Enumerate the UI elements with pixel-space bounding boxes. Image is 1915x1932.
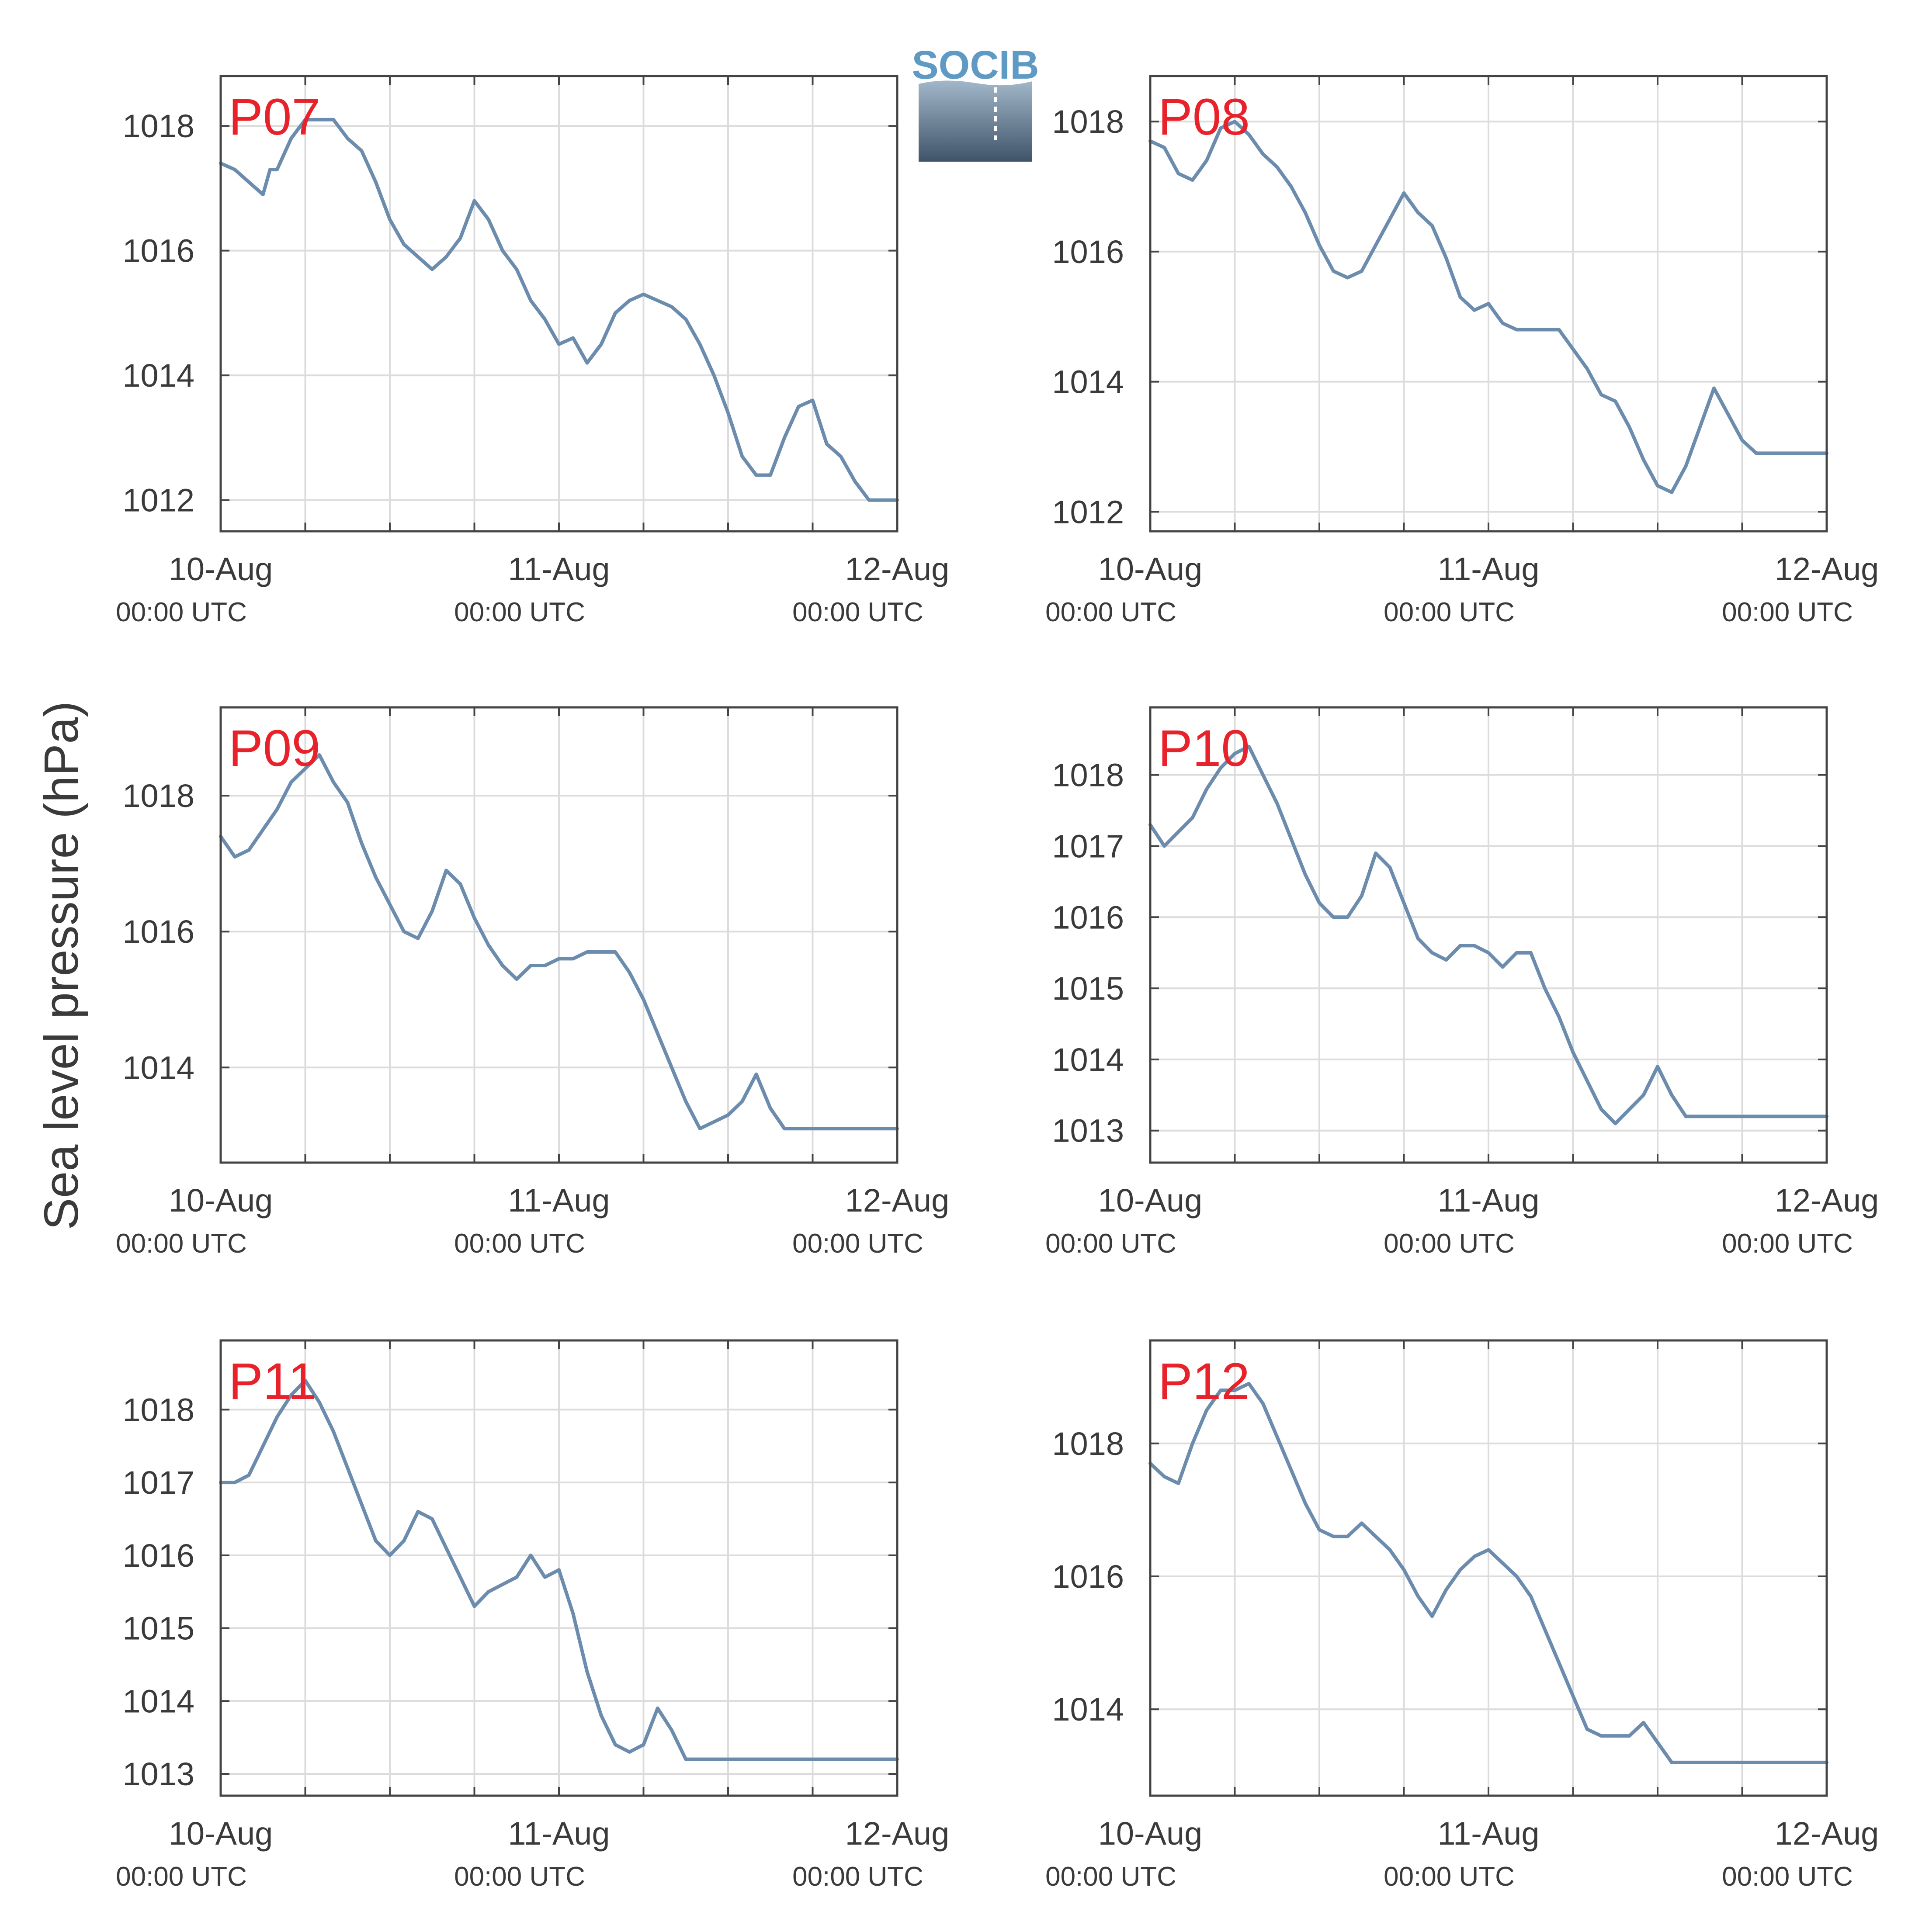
x-tick-sublabel: 00:00 UTC [454,597,585,627]
x-tick-label: 12-Aug [1775,1182,1879,1219]
panel-label: P07 [229,88,320,146]
x-tick-label: 11-Aug [1437,1815,1539,1852]
y-tick-label: 1018 [1052,104,1124,140]
x-tick-label: 11-Aug [1437,551,1539,587]
y-tick-label: 1016 [1052,234,1124,270]
data-series-line [219,753,899,1131]
logo-text: SOCIB [912,43,1039,87]
chart-panel-p07: 1012 1014 1016 1018 10-Aug 00:00 UTC 11-Aug 00:… [116,75,950,627]
y-axis-label: Sea level pressure (hPa) [35,701,88,1230]
x-tick-sublabel: 00:00 UTC [1384,1862,1515,1892]
panel-label: P08 [1158,88,1250,146]
y-tick-label: 1015 [122,1610,194,1647]
plot-frame [1149,75,1828,533]
x-tick-sublabel: 00:00 UTC [792,597,923,627]
data-series-line [219,1378,899,1761]
y-tick-label: 1014 [1052,1042,1124,1078]
y-tick-label: 1016 [122,914,194,950]
plot-frame [219,1339,899,1797]
x-tick-label: 10-Aug [1098,1815,1203,1852]
chart-panel-p08: 1012 1014 1016 1018 10-Aug 00:00 UTC 11-Aug 00:… [1045,75,1879,627]
data-series-line [219,118,899,502]
x-tick-label: 12-Aug [845,1815,950,1852]
y-tick-label: 1012 [122,482,194,519]
y-tick-label: 1018 [122,108,194,144]
y-tick-label: 1014 [1052,364,1124,400]
x-tick-sublabel: 00:00 UTC [1045,1862,1176,1892]
x-tick-sublabel: 00:00 UTC [1722,1862,1853,1892]
panel-label: P11 [229,1353,316,1410]
x-tick-sublabel: 00:00 UTC [1045,1229,1176,1259]
y-tick-label: 1016 [122,1537,194,1574]
y-tick-label: 1017 [1052,828,1124,864]
x-tick-label: 12-Aug [1775,1815,1879,1852]
plot-frame [1149,706,1828,1164]
data-series-line [1148,120,1828,494]
x-tick-label: 11-Aug [508,1182,610,1219]
y-tick-label: 1014 [122,1683,194,1719]
x-tick-sublabel: 00:00 UTC [116,1862,247,1892]
x-tick-sublabel: 00:00 UTC [1722,1229,1853,1259]
x-tick-label: 11-Aug [508,1815,610,1852]
chart-panel-p11: 1013 1014 1015 1016 1017 1018 10-Aug 00:00 UTC 1… [116,1339,950,1892]
plot-frame [1149,1339,1828,1797]
plot-frame [219,706,899,1164]
x-tick-sublabel: 00:00 UTC [792,1229,923,1259]
x-tick-sublabel: 00:00 UTC [454,1229,585,1259]
y-tick-label: 1018 [122,1392,194,1428]
data-series-line [1148,744,1828,1125]
chart-panel-p10: 1013 1014 1015 1016 1017 1018 10-Aug 00:00 UTC 1… [1045,706,1879,1259]
y-tick-label: 1015 [1052,970,1124,1007]
x-tick-sublabel: 00:00 UTC [454,1862,585,1892]
y-tick-label: 1013 [1052,1113,1124,1149]
x-tick-label: 10-Aug [169,1815,273,1852]
chart-panel-p12: 1014 1016 1018 10-Aug 00:00 UTC 11-Aug 00:00 U… [1045,1339,1879,1892]
x-tick-sublabel: 00:00 UTC [1045,597,1176,627]
x-tick-sublabel: 00:00 UTC [1384,1229,1515,1259]
y-tick-label: 1012 [1052,494,1124,530]
x-tick-sublabel: 00:00 UTC [1384,597,1515,627]
y-tick-label: 1017 [122,1465,194,1501]
x-tick-label: 10-Aug [169,1182,273,1219]
x-tick-label: 12-Aug [1775,551,1879,587]
y-tick-label: 1016 [1052,899,1124,935]
x-tick-label: 12-Aug [845,551,950,587]
y-tick-label: 1018 [1052,1426,1124,1462]
x-tick-label: 12-Aug [845,1182,950,1219]
socib-logo: SOCIB [912,43,1039,162]
y-tick-label: 1018 [122,778,194,814]
y-tick-label: 1016 [1052,1558,1124,1595]
x-tick-sublabel: 00:00 UTC [1722,597,1853,627]
x-tick-sublabel: 00:00 UTC [792,1862,923,1892]
panel-label: P09 [229,720,320,777]
panel-label: P10 [1158,720,1250,777]
panel-label: P12 [1158,1353,1250,1410]
y-tick-label: 1016 [122,233,194,269]
y-tick-label: 1014 [122,1049,194,1086]
plot-frame [219,75,899,533]
x-tick-label: 11-Aug [1437,1182,1539,1219]
data-series-line [1148,1381,1828,1764]
x-tick-label: 10-Aug [1098,551,1203,587]
y-tick-label: 1013 [122,1756,194,1792]
y-tick-label: 1014 [1052,1691,1124,1728]
x-tick-sublabel: 00:00 UTC [116,597,247,627]
x-tick-sublabel: 00:00 UTC [116,1229,247,1259]
x-tick-label: 10-Aug [169,551,273,587]
x-tick-label: 11-Aug [508,551,610,587]
y-tick-label: 1014 [122,357,194,394]
x-tick-label: 10-Aug [1098,1182,1203,1219]
y-tick-label: 1018 [1052,757,1124,793]
chart-panel-p09: 1014 1016 1018 10-Aug 00:00 UTC 11-Aug 00:00 U… [116,706,950,1259]
